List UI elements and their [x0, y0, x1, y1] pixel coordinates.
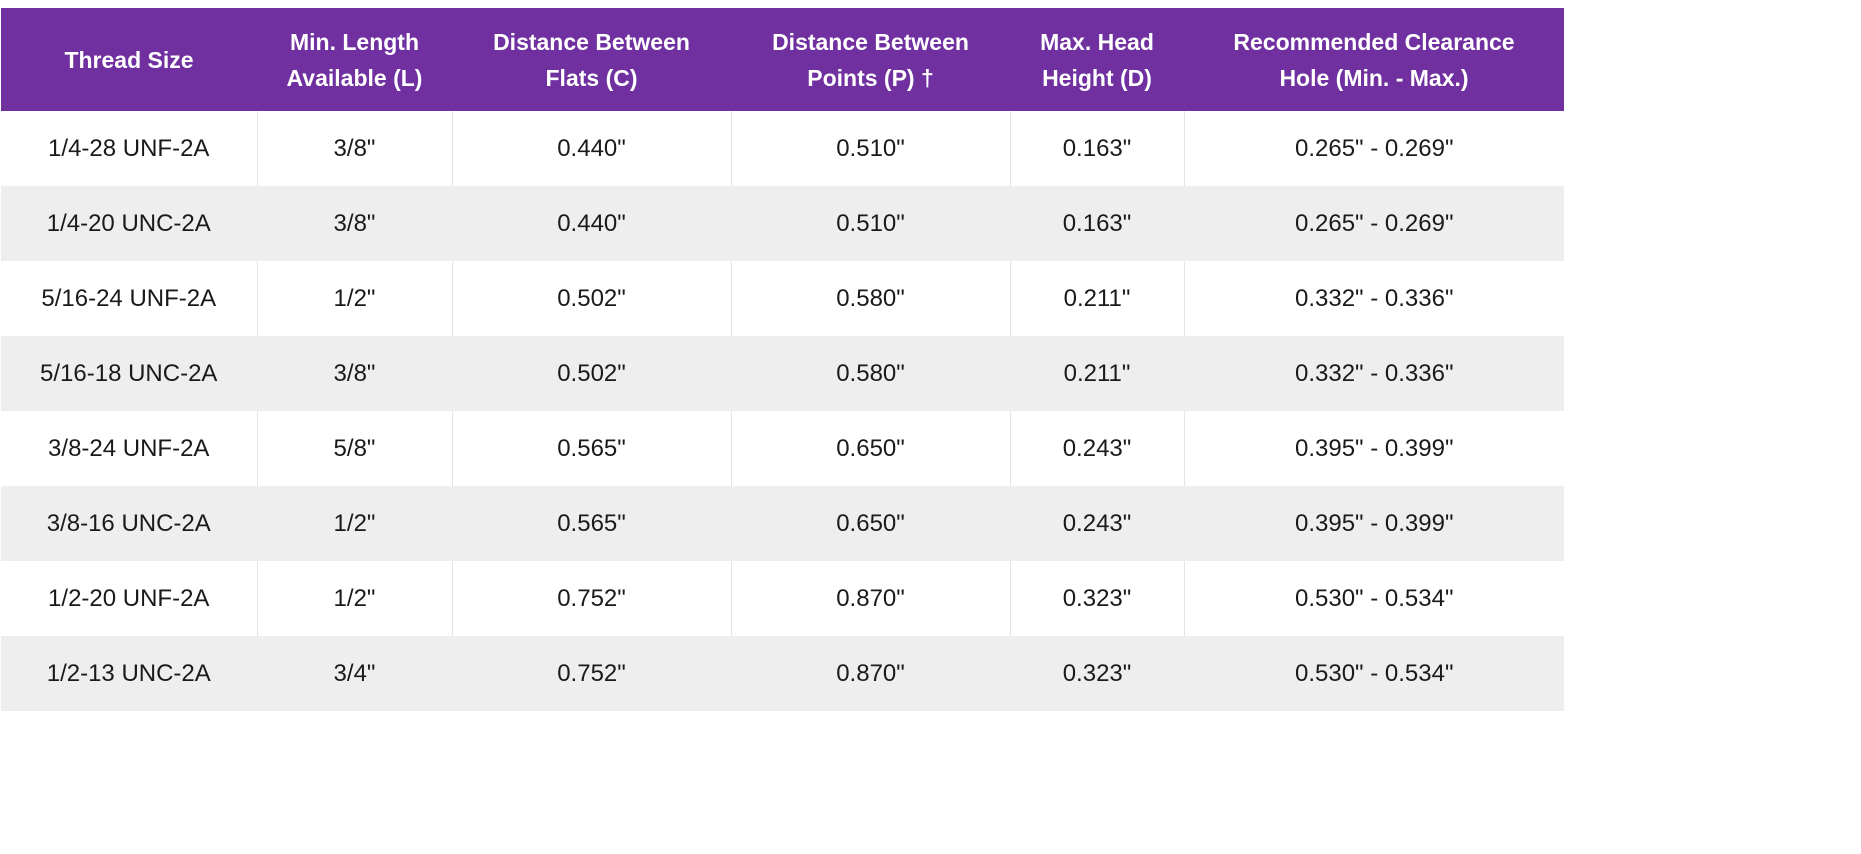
- thread-size-cell: 3/8-24 UNF-2A: [48, 434, 210, 462]
- min-length-cell: 5/8": [256, 411, 452, 486]
- thread-spec-table: Thread Size Min. Length Available (L) Di…: [1, 8, 1564, 711]
- flats-cell: 0.440": [451, 186, 731, 261]
- header-clearance-hole: Recommended Clearance Hole (Min. - Max.): [1184, 8, 1564, 111]
- thread-size-cell: 1/2-20 UNF-2A: [48, 584, 210, 612]
- flats-cell: 0.502": [451, 261, 731, 336]
- table-body: 1/4-28 UNF-2A 3/8" 0.440" 0.510" 0.163" 0.265…: [1, 111, 1564, 711]
- header-line: Height (D): [1042, 64, 1152, 91]
- table-row: 1/4-20 UNC-2A 3/8" 0.440" 0.510" 0.163" 0.265…: [1, 186, 1564, 261]
- min-length-cell: 1/2": [256, 261, 452, 336]
- header-min-length: Min. Length Available (L): [257, 8, 452, 111]
- spec-table-container: Thread Size Min. Length Available (L) Di…: [1, 8, 1564, 711]
- min-length-cell: 1/2": [256, 561, 452, 636]
- min-length-cell: 3/8": [256, 336, 452, 411]
- thread-size-cell: 1/2-13 UNC-2A: [46, 659, 211, 687]
- thread-size-cell: 5/16-18 UNC-2A: [40, 359, 218, 387]
- thread-size-cell: 1/4-28 UNF-2A: [48, 134, 210, 162]
- thread-size-cell: 5/16-24 UNF-2A: [41, 284, 217, 312]
- head-height-cell: 0.163": [1009, 186, 1184, 261]
- header-line: Points (P) †: [807, 64, 934, 91]
- min-length-cell: 3/8": [256, 186, 452, 261]
- head-height-cell: 0.323": [1009, 561, 1184, 636]
- points-cell: 0.870": [730, 636, 1010, 711]
- points-cell: 0.510": [730, 186, 1010, 261]
- clearance-cell: 0.395" - 0.399": [1183, 411, 1564, 486]
- points-cell: 0.650": [730, 486, 1010, 561]
- clearance-cell: 0.395" - 0.399": [1183, 486, 1564, 561]
- header-line: Distance Between: [493, 28, 690, 55]
- clearance-cell: 0.265" - 0.269": [1183, 111, 1564, 186]
- header-thread-size: Thread Size: [1, 8, 257, 111]
- header-line: Flats (C): [545, 64, 638, 91]
- head-height-cell: 0.243": [1009, 411, 1184, 486]
- table-row: 1/4-28 UNF-2A 3/8" 0.440" 0.510" 0.163" 0.265…: [1, 111, 1564, 186]
- header-max-head-height: Max. Head Height (D): [1010, 8, 1184, 111]
- head-height-cell: 0.211": [1009, 261, 1184, 336]
- header-line: Available (L): [286, 64, 423, 91]
- header-line: Distance Between: [772, 28, 969, 55]
- flats-cell: 0.565": [451, 411, 731, 486]
- table-header: Thread Size Min. Length Available (L) Di…: [1, 8, 1564, 111]
- head-height-cell: 0.211": [1009, 336, 1184, 411]
- table-row: 3/8-16 UNC-2A 1/2" 0.565" 0.650" 0.243" 0.395…: [1, 486, 1564, 561]
- table-row: 1/2-13 UNC-2A 3/4" 0.752" 0.870" 0.323" 0.530…: [1, 636, 1564, 711]
- header-line: Max. Head: [1040, 28, 1154, 55]
- thread-size-cell: 3/8-16 UNC-2A: [46, 509, 211, 537]
- clearance-cell: 0.332" - 0.336": [1183, 336, 1564, 411]
- points-cell: 0.870": [730, 561, 1010, 636]
- clearance-cell: 0.332" - 0.336": [1183, 261, 1564, 336]
- header-distance-flats: Distance Between Flats (C): [452, 8, 731, 111]
- flats-cell: 0.502": [451, 336, 731, 411]
- min-length-cell: 3/4": [256, 636, 452, 711]
- clearance-cell: 0.530" - 0.534": [1183, 636, 1564, 711]
- header-line: Thread Size: [64, 46, 194, 73]
- header-line: Hole (Min. - Max.): [1279, 64, 1469, 91]
- table-row: 3/8-24 UNF-2A 5/8" 0.565" 0.650" 0.243" 0.395…: [1, 411, 1564, 486]
- clearance-cell: 0.265" - 0.269": [1183, 186, 1564, 261]
- head-height-cell: 0.163": [1009, 111, 1184, 186]
- points-cell: 0.510": [730, 111, 1010, 186]
- header-distance-points: Distance Between Points (P) †: [731, 8, 1010, 111]
- table-row: 1/2-20 UNF-2A 1/2" 0.752" 0.870" 0.323" 0.530…: [1, 561, 1564, 636]
- points-cell: 0.580": [730, 336, 1010, 411]
- min-length-cell: 1/2": [256, 486, 452, 561]
- header-line: Min. Length: [289, 28, 420, 55]
- flats-cell: 0.565": [451, 486, 731, 561]
- points-cell: 0.650": [730, 411, 1010, 486]
- min-length-cell: 3/8": [256, 111, 452, 186]
- table-row: 5/16-18 UNC-2A 3/8" 0.502" 0.580" 0.211" 0.33…: [1, 336, 1564, 411]
- points-cell: 0.580": [730, 261, 1010, 336]
- clearance-cell: 0.530" - 0.534": [1183, 561, 1564, 636]
- thread-size-cell: 1/4-20 UNC-2A: [46, 209, 211, 237]
- table-row: 5/16-24 UNF-2A 1/2" 0.502" 0.580" 0.211" 0.33…: [1, 261, 1564, 336]
- header-line: Recommended Clearance: [1233, 28, 1515, 55]
- flats-cell: 0.752": [451, 561, 731, 636]
- flats-cell: 0.752": [451, 636, 731, 711]
- head-height-cell: 0.323": [1009, 636, 1184, 711]
- header-row: Thread Size Min. Length Available (L) Di…: [1, 8, 1564, 111]
- head-height-cell: 0.243": [1009, 486, 1184, 561]
- flats-cell: 0.440": [451, 111, 731, 186]
